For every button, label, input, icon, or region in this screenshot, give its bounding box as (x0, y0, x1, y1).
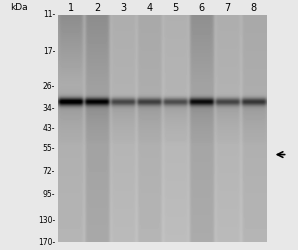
Text: 6: 6 (198, 3, 205, 13)
Text: 95-: 95- (43, 190, 55, 199)
Text: 2: 2 (94, 3, 100, 13)
Text: 3: 3 (120, 3, 126, 13)
Text: 7: 7 (224, 3, 231, 13)
Text: 170-: 170- (38, 238, 55, 247)
Text: 17-: 17- (43, 47, 55, 56)
Text: 26-: 26- (43, 82, 55, 91)
Text: 8: 8 (251, 3, 257, 13)
Text: 1: 1 (68, 3, 74, 13)
Text: 130-: 130- (38, 216, 55, 225)
Text: 11-: 11- (43, 10, 55, 20)
Text: 4: 4 (146, 3, 153, 13)
Text: 5: 5 (172, 3, 179, 13)
Text: 72-: 72- (43, 166, 55, 175)
Text: 55-: 55- (43, 144, 55, 153)
Text: 43-: 43- (43, 124, 55, 133)
Text: kDa: kDa (10, 4, 28, 13)
Text: 34-: 34- (43, 104, 55, 113)
